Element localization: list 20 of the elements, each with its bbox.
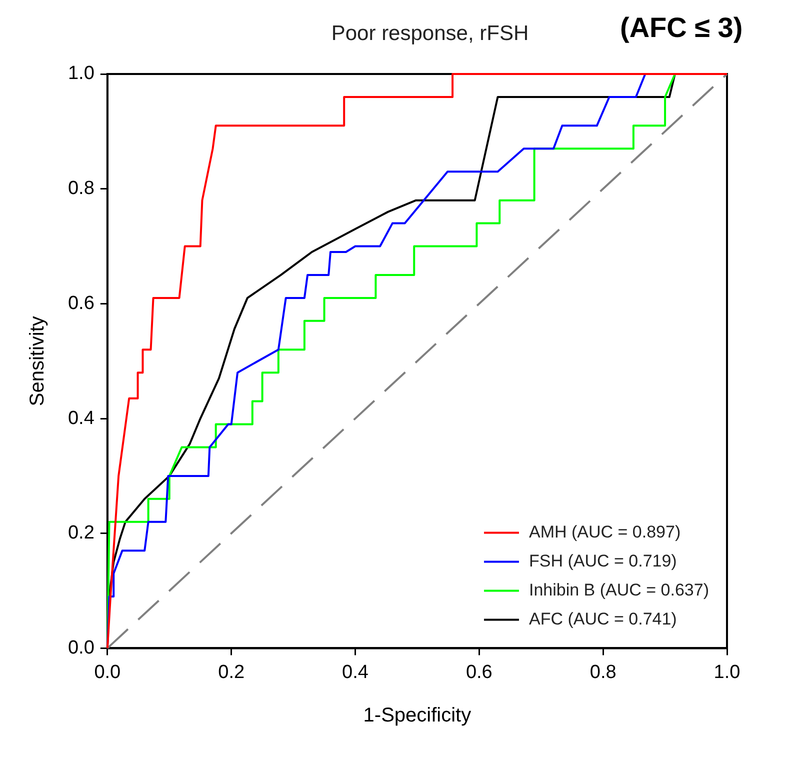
legend-label: AFC (AUC = 0.741) (528, 609, 677, 628)
x-tick-label: 1.0 (714, 662, 740, 683)
x-tick-label: 0.8 (590, 662, 616, 683)
legend-label: Inhibin B (AUC = 0.637) (528, 580, 710, 600)
y-tick-label: 0.4 (68, 408, 95, 429)
chart-subtitle: (AFC ≤ 3) (620, 12, 743, 44)
y-axis-title: Sensitivity (26, 316, 49, 406)
x-tick-label: 0.4 (342, 662, 369, 683)
chart-title: Poor response, rFSH (331, 22, 529, 45)
y-tick-label: 0.8 (68, 178, 94, 200)
y-tick-label: 0.6 (68, 292, 94, 314)
x-tick-label: 0.2 (218, 662, 245, 683)
x-axis-title: 1-Specificity (363, 704, 472, 727)
y-tick-label: 0.0 (68, 637, 94, 658)
legend-label: AMH (AUC = 0.897) (528, 522, 681, 542)
y-tick-label: 0.2 (68, 522, 94, 544)
x-tick-label: 0.6 (466, 662, 492, 683)
legend-label: FSH (AUC = 0.719) (528, 551, 677, 570)
x-tick-label: 0.0 (94, 662, 121, 683)
y-tick-label: 1.0 (68, 63, 94, 84)
